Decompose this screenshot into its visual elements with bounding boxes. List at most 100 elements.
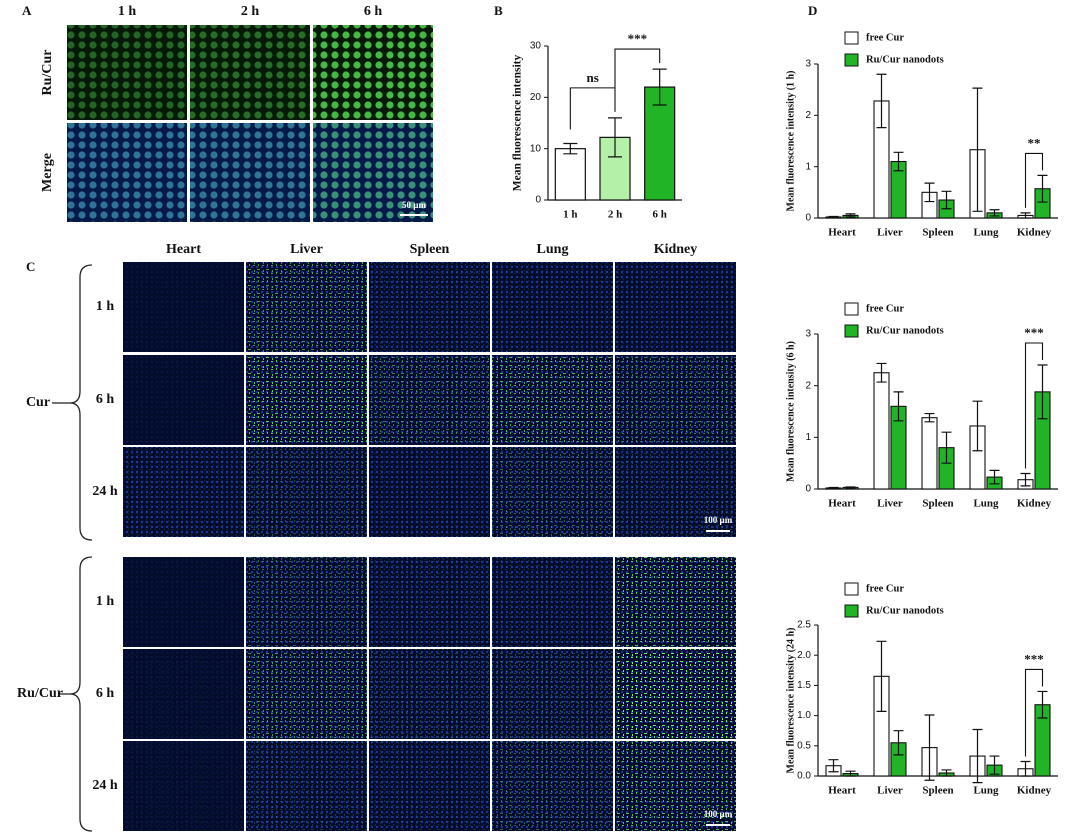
micrograph-overlay [246, 262, 367, 352]
micrograph-overlay [246, 741, 367, 831]
x-tick-label: Lung [973, 785, 999, 797]
legend-swatch [844, 302, 859, 316]
micrograph-overlay [615, 355, 736, 445]
micrograph-overlay [615, 649, 736, 739]
error-bar [972, 728, 983, 757]
micrograph-overlay [313, 123, 433, 222]
micrograph-overlay [369, 649, 490, 739]
y-tick-label: 3 [805, 329, 811, 340]
significance-bracket [1024, 668, 1044, 757]
column-label: Spleen [410, 242, 450, 257]
y-tick-label: 3 [805, 59, 811, 70]
error-bar [972, 756, 983, 784]
error-bar [876, 73, 887, 101]
significance-label: ** [1028, 135, 1041, 150]
error-bar [876, 676, 887, 712]
error-bar [563, 148, 578, 155]
error-bar [924, 747, 935, 781]
error-bar [989, 755, 1000, 766]
error-bar [989, 212, 1000, 217]
micrograph-overlay [246, 649, 367, 739]
y-axis-label: Mean fluorescence intensity (1 h) [785, 71, 796, 212]
micrograph-overlay [246, 447, 367, 537]
x-tick-label: Liver [877, 498, 903, 510]
legend-label: Ru/Cur nanodots [866, 325, 944, 336]
row-label: 24 h [92, 778, 118, 793]
x-tick-label: Heart [828, 227, 856, 239]
row-label: Ru/Cur [40, 50, 55, 96]
row-label: 6 h [96, 392, 115, 407]
significance-bracket [569, 87, 616, 130]
error-bar [1020, 768, 1031, 777]
error-bar [924, 192, 935, 203]
micrograph-overlay [123, 355, 244, 445]
micrograph-overlay [492, 649, 613, 739]
error-bar [972, 425, 983, 452]
panel-letter: B [494, 3, 503, 18]
error-bar [941, 431, 952, 448]
error-bar [845, 215, 856, 218]
x-tick-label: Heart [828, 785, 856, 797]
column-label: Liver [290, 242, 323, 257]
error-bar [941, 769, 952, 773]
error-bar [1020, 472, 1031, 480]
x-tick-label: 2 h [608, 209, 622, 221]
error-bar [1020, 212, 1031, 216]
error-bar [893, 742, 904, 756]
error-bar [893, 391, 904, 407]
x-tick-label: Kidney [1017, 785, 1052, 797]
error-bar [893, 161, 904, 172]
micrograph-overlay [246, 355, 367, 445]
error-bar [989, 765, 1000, 775]
y-tick-label: 2.5 [797, 620, 811, 631]
panel-letter: D [808, 3, 817, 18]
error-bar [876, 640, 887, 677]
micrograph-overlay [123, 262, 244, 352]
micrograph-overlay [123, 557, 244, 647]
x-tick-label: 6 h [652, 209, 666, 221]
error-bar [1037, 174, 1048, 189]
error-bar [608, 137, 622, 158]
column-label: Lung [537, 242, 569, 257]
error-bar [941, 772, 952, 777]
error-bar [1037, 391, 1048, 420]
micrograph-overlay [492, 557, 613, 647]
micrograph-overlay [369, 355, 490, 445]
bar [873, 372, 890, 490]
y-tick-label: 1.0 [797, 710, 811, 721]
row-label: 6 h [96, 686, 115, 701]
error-bar [563, 142, 578, 149]
y-tick-label: 0 [535, 195, 541, 206]
error-bar [972, 149, 983, 212]
error-bar [1037, 704, 1048, 719]
micrograph-overlay [123, 262, 244, 352]
x-tick-label: Spleen [922, 785, 953, 797]
legend-swatch [844, 324, 859, 338]
column-label: 1 h [118, 4, 137, 19]
significance-bracket [1024, 342, 1044, 469]
column-label: Kidney [654, 242, 698, 257]
error-bar [1020, 215, 1031, 219]
y-tick-label: 1 [805, 432, 811, 443]
error-bar [1037, 188, 1048, 203]
error-bar [828, 759, 839, 766]
error-bar [828, 487, 839, 490]
error-bar [989, 477, 1000, 485]
micrograph-overlay [190, 25, 310, 120]
error-bar [924, 182, 935, 193]
error-bar [924, 412, 935, 418]
micrograph-overlay [615, 557, 736, 647]
error-bar [924, 714, 935, 748]
error-bar [893, 730, 904, 743]
panel-letter: A [22, 3, 32, 18]
legend-swatch [844, 582, 859, 596]
micrograph-overlay [123, 557, 244, 647]
micrograph-overlay [190, 123, 310, 222]
x-tick-label: Lung [973, 227, 999, 239]
error-bar [893, 406, 904, 422]
error-bar [845, 773, 856, 777]
x-tick-label: Spleen [922, 498, 953, 510]
x-tick-label: Lung [973, 498, 999, 510]
micrograph-overlay [492, 447, 613, 537]
